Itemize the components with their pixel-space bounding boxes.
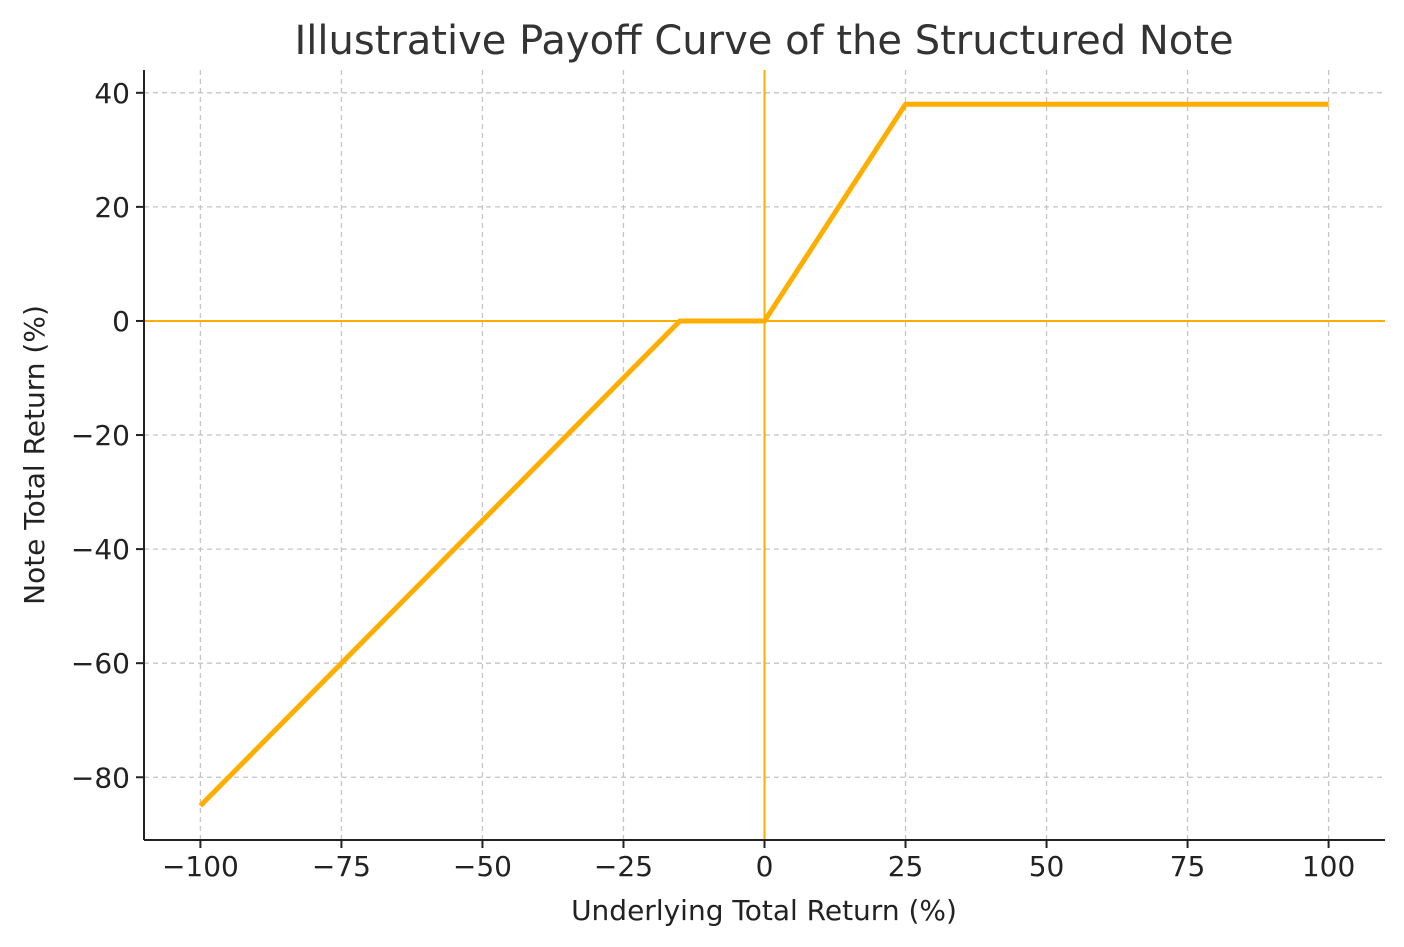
x-tick-label: 0 — [756, 850, 774, 883]
x-tick-label: −100 — [162, 850, 239, 883]
x-tick-label: −25 — [594, 850, 653, 883]
x-axis-label: Underlying Total Return (%) — [571, 894, 957, 927]
y-tick-label: −60 — [71, 647, 130, 680]
x-tick-label: −75 — [312, 850, 371, 883]
x-tick-label: 50 — [1029, 850, 1065, 883]
x-tick-label: 25 — [888, 850, 924, 883]
y-axis-ticks: 40 20 0 −20 −40 −60 −80 — [71, 77, 144, 794]
y-tick-label: −40 — [71, 533, 130, 566]
reference-lines — [144, 70, 1385, 840]
y-tick-label: 40 — [94, 77, 130, 110]
y-tick-label: −80 — [71, 761, 130, 794]
x-tick-label: 100 — [1302, 850, 1355, 883]
y-tick-label: 0 — [112, 305, 130, 338]
x-tick-label: 75 — [1170, 850, 1206, 883]
y-tick-label: 20 — [94, 191, 130, 224]
chart-title: Illustrative Payoff Curve of the Structu… — [294, 18, 1233, 64]
payoff-line — [198, 101, 1329, 808]
y-tick-label: −20 — [71, 419, 130, 452]
series-layer — [198, 101, 1329, 808]
y-axis-label: Note Total Return (%) — [18, 305, 51, 605]
x-tick-label: −50 — [453, 850, 512, 883]
x-axis-ticks: −100 −75 −50 −25 0 25 50 75 100 — [162, 840, 1355, 883]
